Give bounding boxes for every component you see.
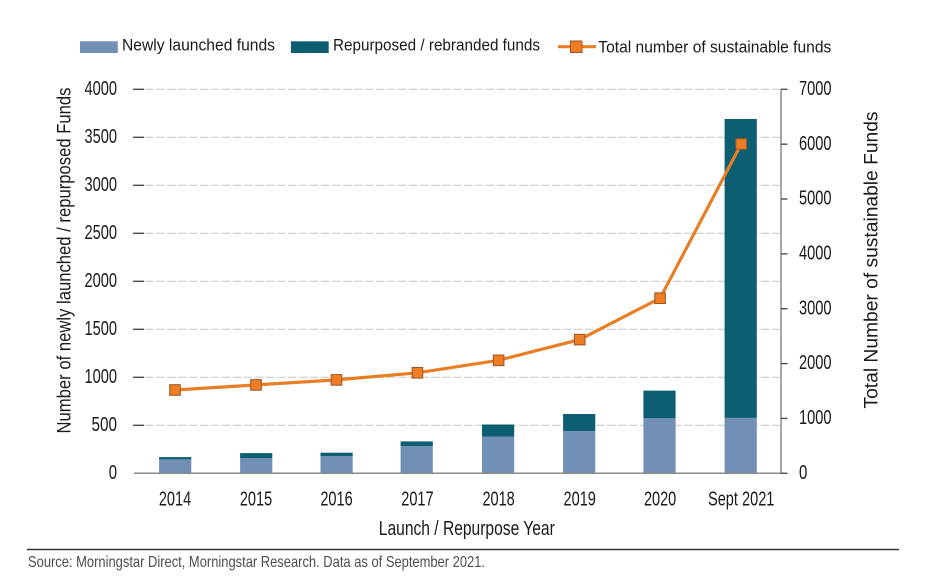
svg-text:3000: 3000 (85, 174, 118, 196)
svg-text:2019: 2019 (564, 489, 596, 511)
svg-text:Total Number of sustainable Fu: Total Number of sustainable Funds (862, 112, 883, 409)
svg-text:1000: 1000 (799, 407, 832, 429)
svg-text:Number of newly launched / rep: Number of newly launched / repurposed Fu… (55, 88, 76, 434)
svg-text:4000: 4000 (85, 78, 118, 100)
svg-text:Repurposed / rebranded funds: Repurposed / rebranded funds (333, 36, 540, 55)
svg-text:2018: 2018 (482, 489, 514, 511)
svg-text:Source: Morningstar Direct, Mo: Source: Morningstar Direct, Morningstar … (28, 554, 485, 571)
svg-text:2017: 2017 (401, 489, 433, 511)
svg-text:Sept 2021: Sept 2021 (708, 489, 774, 511)
svg-text:2000: 2000 (799, 352, 832, 374)
svg-text:2014: 2014 (159, 489, 191, 511)
svg-text:4000: 4000 (799, 243, 832, 265)
svg-text:7000: 7000 (799, 78, 832, 100)
svg-text:2015: 2015 (240, 489, 272, 511)
svg-text:1000: 1000 (85, 366, 118, 388)
svg-text:0: 0 (799, 462, 807, 484)
svg-text:Newly launched funds: Newly launched funds (122, 36, 275, 55)
svg-text:500: 500 (92, 414, 118, 436)
svg-text:2500: 2500 (85, 222, 118, 244)
svg-text:Launch / Repurpose Year: Launch / Repurpose Year (379, 518, 555, 540)
svg-text:6000: 6000 (799, 133, 832, 155)
svg-text:2020: 2020 (644, 489, 676, 511)
svg-text:2016: 2016 (320, 489, 352, 511)
svg-text:3500: 3500 (85, 126, 118, 148)
svg-text:5000: 5000 (799, 188, 832, 210)
svg-text:2000: 2000 (85, 270, 118, 292)
svg-text:Total number of sustainable fu: Total number of sustainable funds (598, 38, 831, 57)
svg-text:1500: 1500 (85, 318, 118, 340)
svg-text:0: 0 (109, 462, 117, 484)
svg-text:3000: 3000 (799, 297, 832, 319)
